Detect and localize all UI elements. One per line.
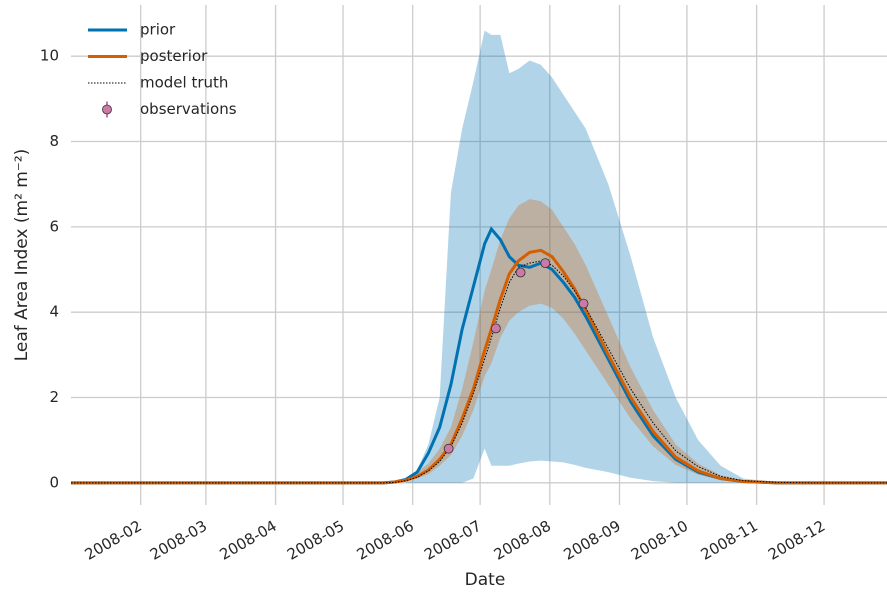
x-tick-label: 2008-06 [354, 517, 417, 564]
x-tick-label: 2008-11 [698, 517, 761, 564]
observation [443, 443, 454, 454]
x-tick-label: 2008-07 [421, 517, 484, 564]
y-axis-label: Leaf Area Index (m² m⁻²) [12, 149, 32, 362]
x-tick-label: 2008-04 [217, 517, 280, 564]
y-tick-label: 4 [49, 303, 59, 321]
series-line [71, 260, 887, 484]
y-tick-label: 6 [49, 217, 59, 235]
observation [490, 323, 501, 334]
legend-label: prior [140, 21, 176, 39]
observation [515, 267, 526, 278]
x-tick-label: 2008-08 [491, 517, 554, 564]
observation [578, 298, 589, 309]
y-tick-label: 0 [49, 473, 59, 491]
x-tick-label: 2008-03 [147, 517, 210, 564]
observation [540, 258, 551, 269]
uncertainty-band [71, 30, 887, 483]
y-tick-label: 10 [40, 47, 59, 65]
legend-marker [102, 104, 112, 115]
y-tick-label: 8 [49, 132, 59, 150]
legend-label: model truth [140, 74, 228, 92]
uncertainty-band [71, 199, 887, 483]
x-tick-label: 2008-09 [560, 517, 623, 564]
x-tick-label: 2008-02 [82, 517, 145, 564]
y-tick-label: 2 [49, 388, 59, 406]
x-tick-label: 2008-10 [628, 517, 691, 564]
legend-label: observations [140, 100, 237, 118]
legend-label: posterior [140, 47, 208, 65]
series-line [71, 248, 887, 485]
x-tick-label: 2008-12 [765, 517, 828, 564]
x-axis-label: Date [465, 570, 506, 590]
x-tick-label: 2008-05 [284, 517, 347, 564]
